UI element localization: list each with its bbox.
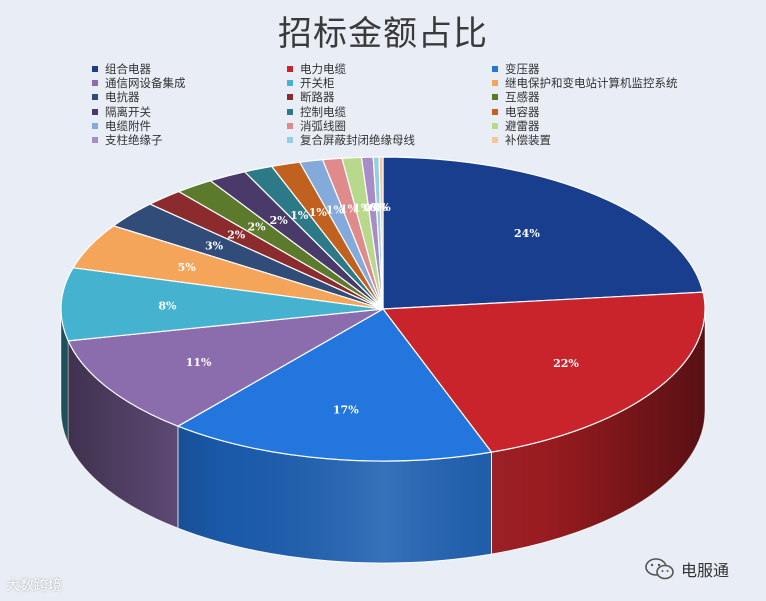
legend-item[interactable]: 支柱绝缘子 — [92, 133, 287, 147]
legend-item[interactable]: 互感器 — [492, 90, 732, 104]
pie-data-label: 0% — [369, 201, 388, 214]
legend-label: 控制电缆 — [300, 104, 346, 119]
legend-swatch — [92, 122, 98, 129]
legend-item[interactable]: 继电保护和变电站计算机监控系统 — [492, 76, 732, 90]
legend-swatch — [92, 94, 98, 101]
chart-legend: 组合电器 电力电缆 变压器通信网设备集成 开关柜 继电保护和变电站计算机监控系统电抗器 断… — [92, 62, 732, 147]
pie-data-label: 3% — [205, 240, 224, 253]
legend-label: 支柱绝缘子 — [105, 133, 163, 148]
pie-slice[interactable] — [382, 156, 704, 310]
legend-swatch — [492, 122, 498, 129]
legend-item[interactable]: 变压器 — [492, 62, 732, 76]
legend-label: 电力电缆 — [300, 62, 346, 77]
legend-item[interactable]: 断路器 — [287, 90, 492, 104]
legend-item[interactable]: 避雷器 — [492, 119, 732, 133]
legend-swatch — [287, 137, 293, 144]
legend-label: 继电保护和变电站计算机监控系统 — [505, 76, 678, 91]
legend-item[interactable]: 开关柜 — [287, 76, 492, 90]
legend-swatch — [287, 94, 293, 101]
pie-tops — [60, 156, 706, 462]
legend-swatch — [492, 108, 498, 115]
legend-swatch — [92, 108, 98, 115]
legend-item[interactable]: 控制电缆 — [287, 105, 492, 119]
chart-title: 招标金额占比 — [278, 14, 488, 54]
pie-data-label: 1% — [290, 209, 309, 222]
pie-data-label: 2% — [227, 228, 246, 241]
legend-label: 电缆附件 — [105, 118, 151, 133]
legend-item[interactable]: 消弧线圈 — [287, 119, 492, 133]
legend-label: 开关柜 — [300, 76, 335, 91]
pie-slice[interactable] — [176, 308, 493, 462]
pie-data-label: 11% — [186, 356, 212, 369]
pie-data-label: 0% — [373, 201, 392, 214]
legend-label: 断路器 — [300, 90, 335, 105]
legend-swatch — [287, 122, 293, 129]
legend-label: 补偿装置 — [505, 133, 551, 148]
legend-swatch — [492, 80, 498, 87]
legend-item[interactable]: 电力电缆 — [287, 62, 492, 76]
pie-data-label: 1% — [309, 206, 328, 219]
pie-data-label: 8% — [158, 300, 177, 313]
legend-swatch — [492, 94, 498, 101]
legend-label: 通信网设备集成 — [105, 76, 186, 91]
pie-slice[interactable] — [381, 291, 706, 453]
legend-swatch — [492, 137, 498, 144]
pie-data-label: 1% — [353, 202, 372, 215]
pie-labels: 24%22%17%11%8%5%3%2%2%2% 1% 1%1%1%1%0%0%0% — [158, 201, 579, 416]
legend-label: 电抗器 — [105, 90, 140, 105]
legend-label: 复合屏蔽封闭绝缘母线 — [300, 133, 415, 148]
legend-swatch — [92, 137, 98, 144]
pie-data-label: 22% — [553, 357, 579, 370]
legend-item[interactable]: 补偿装置 — [492, 133, 732, 147]
legend-item[interactable]: 电抗器 — [92, 90, 287, 104]
legend-item[interactable]: 通信网设备集成 — [92, 76, 287, 90]
pie-data-label: 0% — [363, 201, 382, 214]
pie-data-label: 24% — [514, 227, 540, 240]
wechat-icon — [645, 558, 674, 580]
pie-slice[interactable] — [67, 308, 384, 427]
pie-data-label: 2% — [270, 214, 289, 227]
legend-item[interactable]: 隔离开关 — [92, 105, 287, 119]
legend-label: 变压器 — [505, 62, 540, 77]
pie-data-label: 1% — [326, 204, 345, 217]
legend-swatch — [287, 80, 293, 87]
legend-label: 隔离开关 — [105, 104, 151, 119]
pie-data-label: 1% — [340, 202, 359, 215]
legend-label: 避雷器 — [505, 118, 540, 133]
legend-swatch — [492, 66, 498, 73]
legend-label: 互感器 — [505, 90, 540, 105]
wechat-account-name: 电服通 — [681, 561, 730, 580]
pie-sides — [60, 308, 706, 564]
legend-swatch — [287, 108, 293, 115]
legend-swatch — [92, 66, 98, 73]
pie-slice[interactable] — [60, 267, 384, 342]
pie-data-label: 5% — [178, 261, 197, 274]
legend-label: 消弧线圈 — [300, 118, 346, 133]
wechat-badge: 电服通 — [645, 557, 729, 581]
legend-label: 组合电器 — [105, 62, 151, 77]
legend-swatch — [287, 66, 293, 73]
pie-slice[interactable] — [378, 156, 384, 310]
legend-item[interactable]: 电缆附件 — [92, 119, 287, 133]
pie-side-shading — [61, 309, 705, 563]
legend-swatch — [92, 80, 98, 87]
pie-data-label: 17% — [333, 403, 359, 416]
legend-item[interactable]: 组合电器 — [92, 62, 287, 76]
watermark-brand: 大数跨境 — [6, 578, 62, 594]
pie-data-label: 2% — [247, 221, 266, 234]
legend-item[interactable]: 复合屏蔽封闭绝缘母线 — [287, 133, 492, 147]
legend-item[interactable]: 电容器 — [492, 105, 732, 119]
legend-label: 电容器 — [505, 104, 540, 119]
